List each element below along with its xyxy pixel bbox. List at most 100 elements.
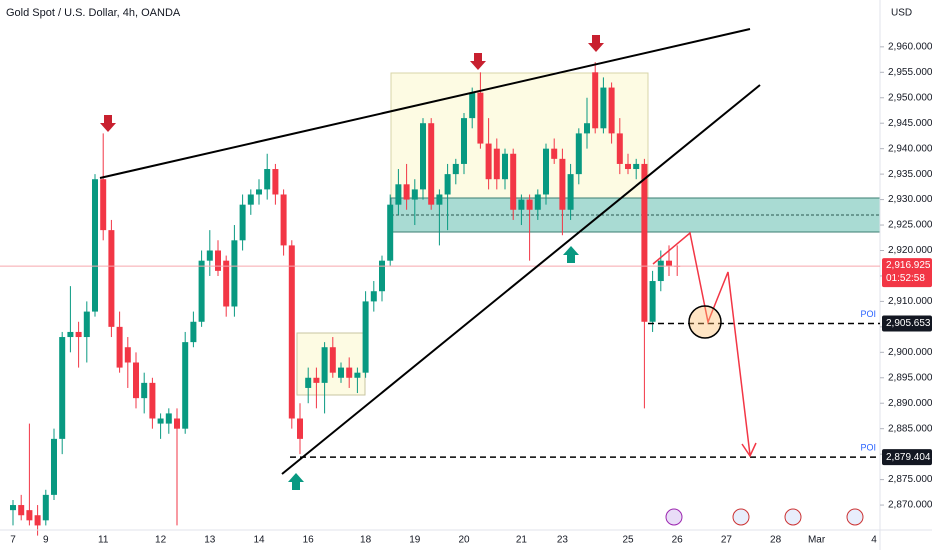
down-arrow bbox=[588, 35, 604, 52]
candle-body bbox=[428, 123, 435, 205]
candle-body bbox=[666, 260, 672, 266]
candle-body bbox=[329, 347, 336, 373]
x-tick-label: 18 bbox=[360, 535, 372, 546]
x-tick-label: 12 bbox=[155, 535, 167, 546]
level-label: 2,905.653 bbox=[886, 318, 931, 329]
candle-body bbox=[461, 118, 467, 164]
target-circle bbox=[688, 305, 722, 339]
candle-body bbox=[67, 331, 74, 338]
candle-body bbox=[165, 413, 172, 424]
candle-body bbox=[305, 377, 312, 388]
candle-body bbox=[625, 163, 631, 170]
candle-body bbox=[321, 347, 328, 383]
event-icon[interactable] bbox=[732, 508, 750, 526]
candle-body bbox=[149, 382, 156, 419]
event-icons bbox=[665, 508, 864, 526]
trendline bbox=[281, 84, 761, 475]
candle-body bbox=[51, 438, 57, 495]
candle-body bbox=[272, 169, 279, 195]
candle-body bbox=[608, 87, 615, 134]
candle-body bbox=[485, 143, 492, 180]
x-tick-label: 23 bbox=[557, 535, 569, 546]
x-tick-label: 25 bbox=[622, 535, 634, 546]
candle-body bbox=[100, 179, 107, 231]
candle-body bbox=[223, 260, 230, 307]
y-tick-label: 2,920.000 bbox=[888, 245, 932, 256]
y-tick-label: 2,955.000 bbox=[888, 67, 932, 78]
candle-body bbox=[616, 133, 623, 164]
candle-body bbox=[42, 494, 49, 521]
candle-body bbox=[215, 250, 221, 271]
candle-body bbox=[444, 174, 451, 195]
candle-body bbox=[239, 204, 246, 241]
x-tick-label: 13 bbox=[204, 535, 216, 546]
candle-body bbox=[288, 245, 295, 419]
candle-body bbox=[534, 194, 541, 210]
x-tick-label: 20 bbox=[458, 535, 470, 546]
event-icon[interactable] bbox=[784, 508, 802, 526]
candle-body bbox=[280, 194, 287, 246]
candle-body bbox=[452, 163, 459, 175]
candle-body bbox=[75, 331, 82, 338]
y-tick-label: 2,950.000 bbox=[888, 92, 932, 103]
countdown-label: 01:52:58 bbox=[886, 273, 925, 284]
candle-body bbox=[559, 158, 566, 210]
projection-arrowhead bbox=[741, 442, 757, 458]
candle-body bbox=[174, 418, 180, 429]
candle-body bbox=[584, 123, 590, 134]
plot bbox=[10, 62, 681, 536]
y-tick-label: 2,940.000 bbox=[888, 143, 932, 154]
candle-body bbox=[420, 123, 426, 190]
y-tick-label: 2,910.000 bbox=[888, 296, 932, 307]
y-tick-label: 2,925.000 bbox=[888, 220, 932, 231]
x-tick-label: 27 bbox=[721, 535, 733, 546]
y-tick-label: 2,960.000 bbox=[888, 41, 932, 52]
currency[interactable]: USD bbox=[891, 8, 912, 19]
candle-body bbox=[575, 133, 582, 175]
candle-body bbox=[354, 372, 361, 378]
candle-body bbox=[641, 163, 648, 322]
up-arrow bbox=[288, 473, 304, 490]
x-tick-label: 7 bbox=[10, 535, 16, 546]
candle-body bbox=[182, 342, 189, 429]
y-tick-label: 2,870.000 bbox=[888, 500, 932, 511]
candle-body bbox=[370, 291, 377, 302]
candle-body bbox=[34, 515, 41, 526]
level-name: POI bbox=[860, 309, 876, 319]
candle-body bbox=[362, 301, 369, 373]
x-tick-label: 9 bbox=[43, 535, 49, 546]
candle-body bbox=[247, 194, 254, 205]
current-price-label: 2,916.925 bbox=[886, 260, 931, 271]
candle-body bbox=[411, 189, 418, 200]
x-tick-label: 14 bbox=[253, 535, 265, 546]
candle-body bbox=[395, 184, 402, 205]
candle-body bbox=[510, 153, 517, 210]
projection-path bbox=[652, 231, 751, 456]
x-tick-label: 28 bbox=[770, 535, 782, 546]
x-tick-label: 19 bbox=[409, 535, 421, 546]
candle-body bbox=[157, 418, 164, 424]
candle-body bbox=[403, 184, 410, 200]
event-icon[interactable] bbox=[665, 508, 683, 526]
candle-body bbox=[141, 382, 148, 399]
candle-body bbox=[477, 92, 484, 144]
y-tick-label: 2,945.000 bbox=[888, 118, 932, 129]
candle-body bbox=[502, 153, 508, 180]
x-tick-label: 26 bbox=[672, 535, 684, 546]
candle-body bbox=[436, 194, 443, 205]
candle-body bbox=[649, 281, 656, 322]
event-icon[interactable] bbox=[846, 508, 864, 526]
chart-title: Gold Spot / U.S. Dollar, 4h, OANDA bbox=[6, 7, 181, 19]
candle-body bbox=[10, 505, 16, 511]
up-arrow bbox=[563, 246, 579, 263]
candle-body bbox=[387, 204, 394, 261]
x-tick-label: 11 bbox=[98, 535, 109, 546]
candle-body bbox=[493, 148, 500, 180]
candle-body bbox=[297, 418, 303, 439]
level-label: 2,879.404 bbox=[886, 452, 931, 463]
candle-body bbox=[526, 199, 533, 210]
candle-body bbox=[346, 367, 353, 378]
candle-body bbox=[313, 377, 320, 383]
candle-body bbox=[600, 87, 607, 129]
